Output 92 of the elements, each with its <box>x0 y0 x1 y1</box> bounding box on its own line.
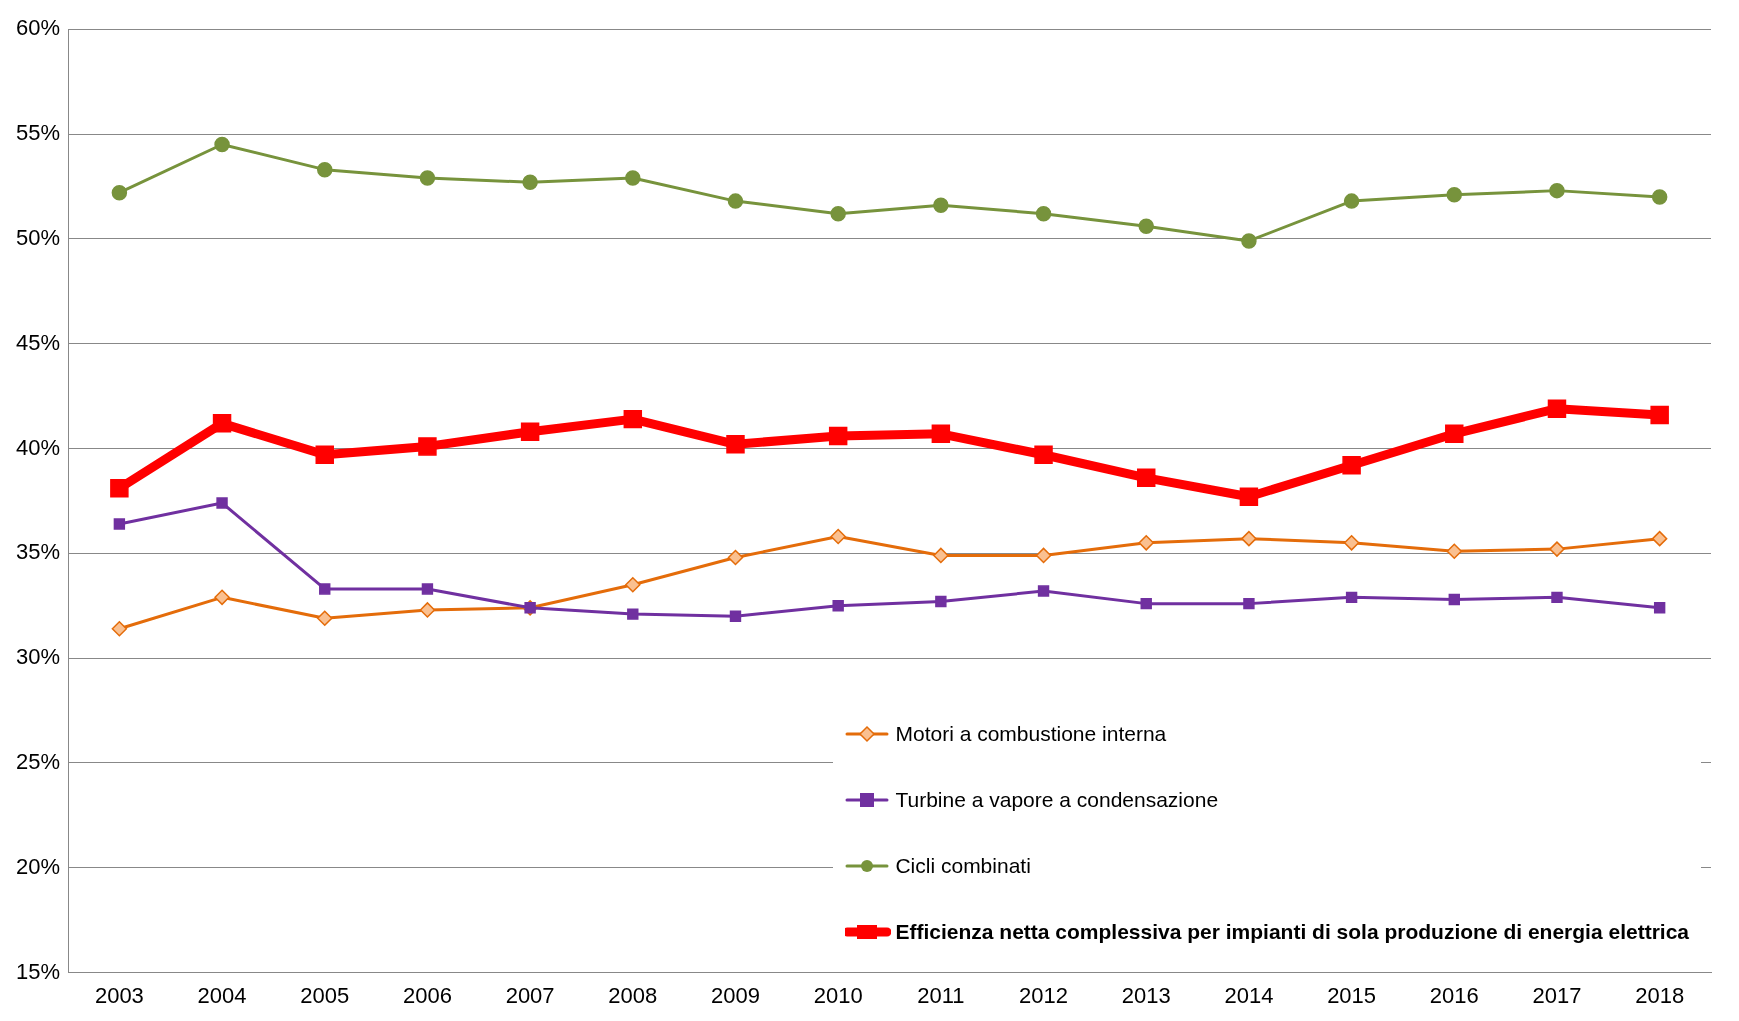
point <box>1241 233 1257 249</box>
point <box>1650 405 1669 425</box>
point <box>1547 399 1567 418</box>
point <box>1239 487 1259 506</box>
point <box>1653 602 1666 614</box>
point <box>419 602 436 618</box>
x-tick-label: 2015 <box>1327 982 1377 1008</box>
point <box>1035 205 1052 222</box>
point <box>1343 193 1360 209</box>
y-tick-label: 25% <box>15 749 61 775</box>
x-tick-label: 2010 <box>813 982 863 1008</box>
point <box>319 583 331 595</box>
y-tick-label: 50% <box>15 224 61 250</box>
y-tick-label: 20% <box>15 853 61 879</box>
point <box>1037 585 1050 597</box>
point <box>111 184 128 201</box>
x-tick-label: 2018 <box>1635 982 1685 1008</box>
point <box>1343 535 1360 551</box>
x-tick-label: 2006 <box>402 982 452 1008</box>
legend-label: Cicli combinati <box>895 854 1031 878</box>
point <box>931 424 951 444</box>
x-tick-label: 2009 <box>711 982 760 1008</box>
point <box>1345 591 1358 604</box>
point <box>113 518 126 530</box>
point <box>935 595 947 608</box>
y-tick-label: 60% <box>15 15 61 41</box>
point <box>830 528 846 545</box>
point <box>933 547 949 564</box>
point <box>828 426 848 446</box>
point <box>214 136 230 153</box>
point <box>1551 591 1563 604</box>
point <box>832 600 844 612</box>
point <box>1651 189 1668 205</box>
x-tick-label: 2012 <box>1019 982 1069 1008</box>
point <box>522 174 538 190</box>
point <box>1651 530 1668 547</box>
y-tick-label: 35% <box>15 539 61 565</box>
x-tick-label: 2017 <box>1532 982 1582 1008</box>
point <box>729 610 742 622</box>
point <box>419 170 436 186</box>
point <box>727 549 744 566</box>
y-tick-label: 15% <box>15 958 61 984</box>
point <box>1140 597 1152 610</box>
y-tick-label: 55% <box>15 120 61 146</box>
point <box>1138 535 1154 551</box>
x-tick-label: 2016 <box>1429 982 1479 1008</box>
point <box>418 437 437 456</box>
x-tick-label: 2007 <box>505 982 555 1008</box>
point <box>1241 530 1257 547</box>
point <box>216 497 228 509</box>
legend-label: Turbine a vapore a condensazione <box>895 788 1219 812</box>
point <box>625 170 641 186</box>
point <box>1342 456 1361 475</box>
point <box>1035 547 1052 564</box>
x-tick-label: 2004 <box>197 982 247 1008</box>
point <box>623 409 643 429</box>
point <box>1136 468 1156 488</box>
y-tick-label: 40% <box>15 434 61 460</box>
point <box>317 610 333 627</box>
point <box>111 621 128 637</box>
point <box>317 161 333 178</box>
point <box>1445 424 1464 444</box>
point <box>1243 597 1255 610</box>
point <box>627 608 639 620</box>
point <box>625 577 641 593</box>
point <box>830 205 846 222</box>
x-tick-label: 2011 <box>917 982 965 1008</box>
point <box>315 445 334 465</box>
point <box>421 583 434 595</box>
x-tick-label: 2003 <box>94 982 144 1008</box>
point <box>110 479 129 498</box>
legend-label: Efficienza netta complessiva per impianti di sola produzione di energia elettrica <box>895 920 1689 944</box>
point <box>1448 593 1460 606</box>
point <box>520 422 540 441</box>
y-tick-label: 30% <box>15 644 61 670</box>
point <box>1138 218 1154 235</box>
y-tick-label: 45% <box>15 329 61 355</box>
point <box>1034 445 1053 465</box>
point <box>727 193 744 209</box>
x-tick-label: 2008 <box>608 982 658 1008</box>
x-tick-label: 2014 <box>1224 982 1274 1008</box>
point <box>212 414 232 433</box>
point <box>1549 541 1565 557</box>
point <box>933 197 949 214</box>
x-tick-label: 2013 <box>1121 982 1171 1008</box>
x-tick-label: 2005 <box>300 982 350 1008</box>
point <box>1446 187 1463 203</box>
point <box>1549 182 1565 199</box>
point <box>726 435 745 454</box>
legend-label: Motori a combustione interna <box>895 722 1167 746</box>
point <box>1446 543 1463 559</box>
point <box>214 589 230 606</box>
